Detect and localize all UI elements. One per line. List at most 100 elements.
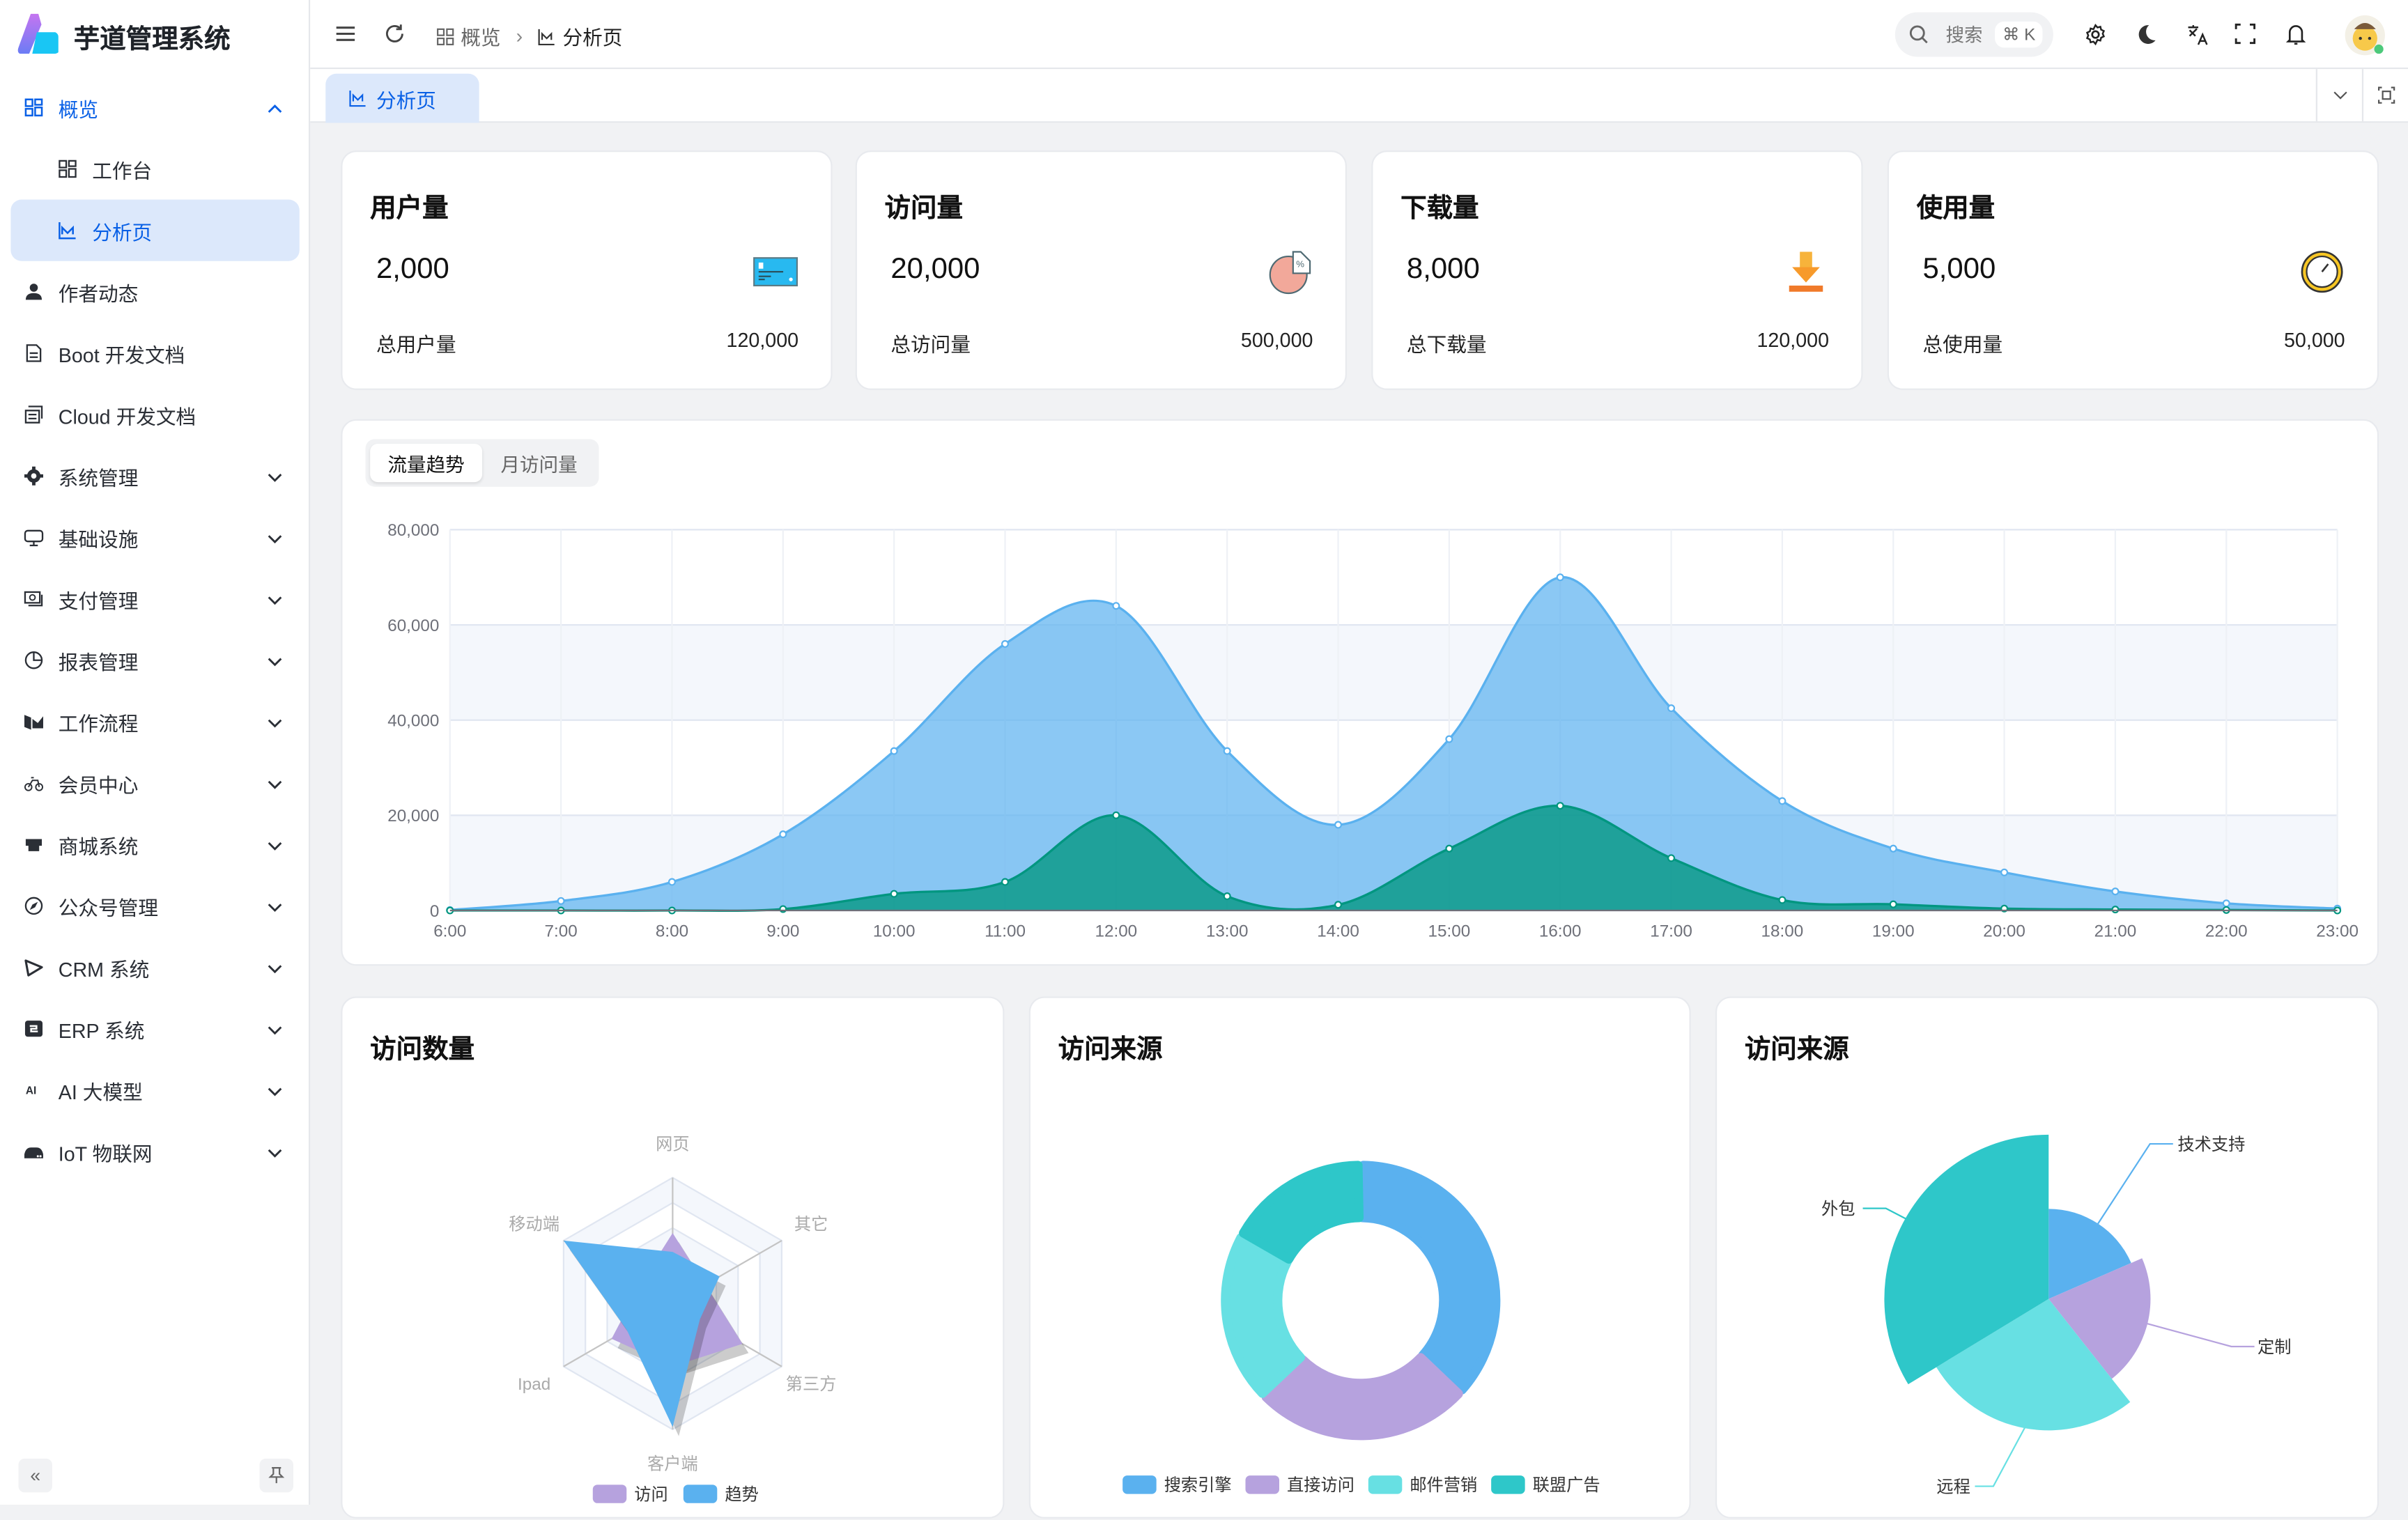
data-point[interactable] (890, 890, 898, 898)
sidebar-item[interactable]: Boot 开发文档 (0, 323, 310, 384)
data-point[interactable] (1223, 892, 1231, 901)
legend-swatch[interactable] (592, 1484, 627, 1503)
y-tick-label: 80,000 (387, 521, 439, 540)
data-point[interactable] (1112, 811, 1120, 819)
legend-swatch[interactable] (683, 1484, 718, 1503)
menu-toggle-button[interactable] (332, 20, 360, 48)
sidebar-item[interactable]: IoT 物联网 (0, 1121, 310, 1182)
data-point[interactable] (1001, 639, 1010, 648)
data-point[interactable] (2222, 899, 2230, 908)
data-point[interactable] (1778, 797, 1786, 805)
search-box[interactable]: 搜索 ⌘ K (1894, 12, 2053, 57)
data-point[interactable] (2111, 887, 2120, 896)
rose-slice[interactable] (1936, 1298, 2131, 1431)
sidebar-item[interactable]: 工作台 (0, 138, 310, 199)
legend-swatch[interactable] (1122, 1475, 1157, 1494)
donut-slice[interactable] (1221, 1233, 1305, 1398)
tabs-dropdown-button[interactable] (2315, 69, 2362, 122)
x-tick-label: 13:00 (1206, 922, 1249, 940)
data-point[interactable] (1334, 821, 1343, 829)
credit-card-icon (753, 257, 798, 287)
data-point[interactable] (1001, 878, 1010, 886)
rose-slice[interactable] (2048, 1209, 2131, 1299)
sidebar-item[interactable]: Cloud 开发文档 (0, 384, 310, 445)
stat-value: 5,000 (1922, 253, 1996, 286)
gear-icon (2085, 22, 2104, 45)
svg-text:AI: AI (26, 1085, 36, 1097)
data-point[interactable] (1667, 704, 1676, 713)
tab-traffic-trend[interactable]: 流量趋势 (370, 443, 483, 483)
legend-swatch[interactable] (1245, 1475, 1279, 1494)
sidebar-item[interactable]: 报表管理 (0, 630, 310, 691)
maximize-content-button[interactable] (2361, 69, 2408, 122)
data-point[interactable] (2111, 906, 2120, 914)
data-point[interactable] (1667, 854, 1676, 862)
legend-label[interactable]: 访问 (634, 1485, 667, 1504)
legend-swatch[interactable] (1368, 1475, 1403, 1494)
dark-mode-toggle[interactable] (2131, 20, 2159, 48)
legend-swatch[interactable] (1491, 1475, 1525, 1494)
rose-slice[interactable] (2048, 1258, 2151, 1379)
donut-slice[interactable] (1261, 1353, 1463, 1441)
tab-analytics[interactable]: 分析页 (325, 73, 479, 123)
data-point[interactable] (557, 897, 565, 905)
data-point[interactable] (1778, 896, 1786, 904)
sidebar-item[interactable]: 商城系统 (0, 814, 310, 875)
stat-footer-label: 总使用量 (1922, 333, 2003, 357)
sidebar-item[interactable]: 工作流程 (0, 691, 310, 752)
legend-label[interactable]: 联盟广告 (1533, 1476, 1600, 1495)
visits-source-card: 访问来源 搜索引擎 直接访问 邮件营销 联盟广告 (1028, 996, 1691, 1519)
sidebar-item[interactable]: 作者动态 (0, 261, 310, 323)
sidebar-item[interactable]: 公众号管理 (0, 875, 310, 936)
chevron-down-icon (268, 958, 283, 974)
app-title: 芋道管理系统 (73, 24, 231, 54)
data-point[interactable] (1112, 602, 1120, 610)
pie-chart-icon (22, 648, 46, 672)
legend-label[interactable]: 搜索引擎 (1164, 1476, 1232, 1495)
donut-slice[interactable] (1239, 1161, 1364, 1264)
data-point[interactable] (1889, 844, 1897, 853)
sidebar-item[interactable]: 会员中心 (0, 752, 310, 814)
data-point[interactable] (1556, 802, 1564, 810)
data-point[interactable] (1223, 747, 1231, 755)
rose-slice[interactable] (1884, 1134, 2049, 1385)
x-tick-label: 6:00 (433, 922, 466, 940)
data-point[interactable] (667, 878, 676, 886)
fullscreen-button[interactable] (2232, 20, 2260, 48)
radar-series-area[interactable] (563, 1240, 720, 1427)
sidebar-item[interactable]: 系统管理 (0, 445, 310, 506)
breadcrumb-item-overview[interactable]: 概览 (436, 22, 501, 51)
stat-value: 20,000 (890, 253, 980, 286)
data-point[interactable] (1334, 901, 1343, 909)
sidebar-item[interactable]: 分析页 (10, 199, 300, 261)
sidebar-item[interactable]: AI AI 大模型 (0, 1060, 310, 1121)
notifications-button[interactable] (2282, 20, 2310, 48)
user-avatar[interactable] (2345, 15, 2385, 56)
settings-button[interactable] (2081, 20, 2109, 48)
legend-label[interactable]: 邮件营销 (1410, 1476, 1477, 1495)
tab-monthly-visits[interactable]: 月访问量 (500, 454, 578, 476)
data-point[interactable] (890, 747, 898, 755)
sidebar-item[interactable]: 概览 (0, 77, 310, 138)
data-point[interactable] (2000, 868, 2009, 876)
donut-slice[interactable] (1357, 1161, 1501, 1395)
refresh-button[interactable] (381, 20, 409, 48)
pin-sidebar-button[interactable] (259, 1458, 293, 1493)
language-button[interactable] (2182, 20, 2210, 48)
sidebar-item[interactable]: 支付管理 (0, 568, 310, 630)
data-point[interactable] (1556, 573, 1564, 582)
legend-label[interactable]: 趋势 (725, 1485, 758, 1504)
user-icon (22, 279, 46, 304)
collapse-sidebar-button[interactable]: « (18, 1458, 52, 1493)
sidebar-item[interactable]: ERP 系统 (0, 998, 310, 1060)
sidebar-item-label: 会员中心 (58, 773, 139, 796)
data-point[interactable] (779, 830, 787, 839)
data-point[interactable] (1445, 735, 1453, 743)
sidebar-item[interactable]: 基础设施 (0, 506, 310, 568)
data-point[interactable] (1445, 844, 1453, 853)
stat-footer-value: 120,000 (726, 328, 799, 352)
sidebar-item[interactable]: CRM 系统 (0, 936, 310, 998)
legend-label[interactable]: 直接访问 (1287, 1476, 1354, 1495)
data-point[interactable] (1889, 900, 1897, 908)
